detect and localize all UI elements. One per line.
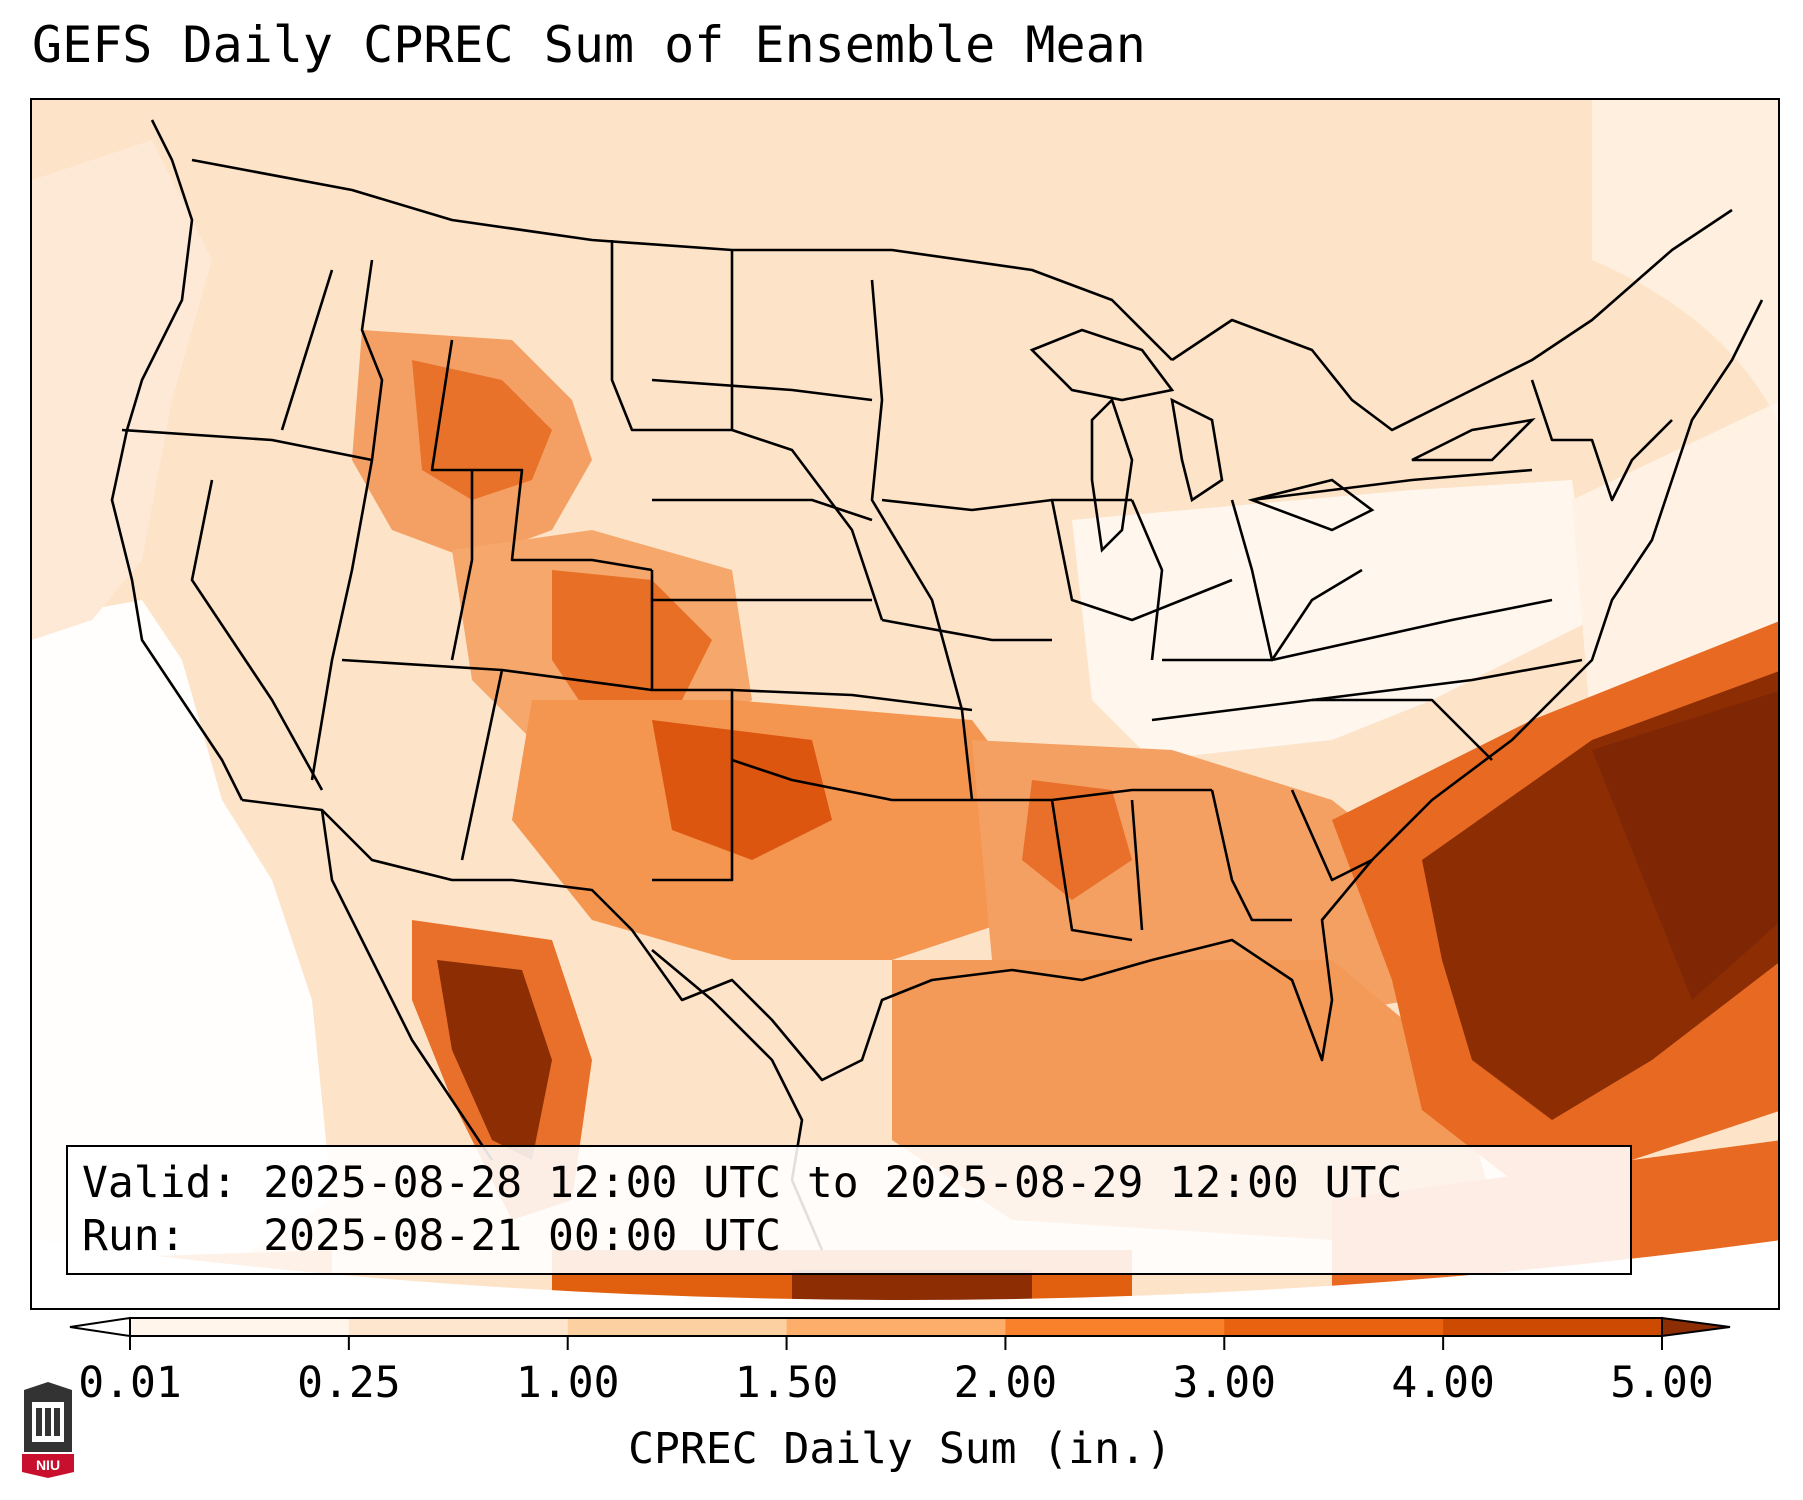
niu-logo: NIU [22,1382,74,1478]
colorbar-frame [129,1317,1663,1337]
map-title: GEFS Daily CPREC Sum of Ensemble Mean [32,16,1146,74]
info-box: Valid: 2025-08-28 12:00 UTC to 2025-08-2… [66,1145,1632,1275]
colorbar-under-extend [69,1316,131,1338]
colorbar-tick-label: 3.00 [1172,1358,1277,1408]
colorbar [69,1316,1731,1350]
colorbar-segment [348,1318,569,1336]
colorbar-tick-label: 0.25 [297,1358,401,1408]
projection-edge [32,1240,1778,1308]
projection-edge-ne [1592,100,1778,422]
valid-time-text: Valid: 2025-08-28 12:00 UTC to 2025-08-2… [82,1158,1403,1208]
colorbar-segment [1443,1318,1663,1336]
colorbar-tick-label: 1.00 [515,1358,620,1408]
colorbar-segment [130,1318,350,1336]
state-boundaries [110,119,1764,1251]
colorbar-tick-label: 4.00 [1391,1358,1495,1408]
colorbar-segment [1005,1318,1225,1336]
colorbar-segment [567,1318,788,1336]
precipitation-map [30,98,1780,1310]
svg-text:NIU: NIU [36,1457,60,1473]
run-time-text: Run: 2025-08-21 00:00 UTC [82,1211,781,1261]
colorbar-tick-label: 5.00 [1610,1358,1714,1408]
map-canvas [32,100,1778,1308]
colorbar-label: CPREC Daily Sum (in.) [628,1424,1172,1474]
colorbar-tick-label: 2.00 [953,1358,1058,1408]
colorbar-segment [786,1318,1006,1336]
colorbar-over-extend [1661,1316,1731,1338]
colorbar-tick-label: 1.50 [734,1358,839,1408]
colorbar-ticks [129,1336,1663,1350]
colorbar-segment [1224,1318,1444,1336]
great-lakes [1029,328,1536,553]
colorbar-tick-label: 0.01 [78,1358,182,1408]
colorbar-segments [69,1316,1731,1338]
